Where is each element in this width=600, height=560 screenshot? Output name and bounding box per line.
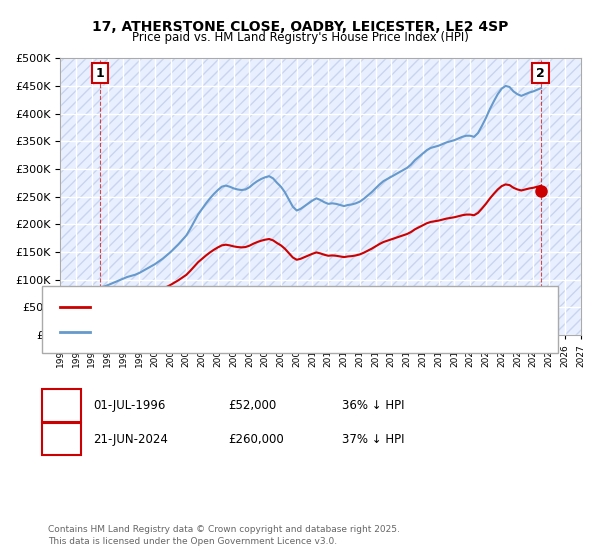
Text: £260,000: £260,000 xyxy=(228,432,284,446)
Text: £52,000: £52,000 xyxy=(228,399,276,412)
Text: 1: 1 xyxy=(58,399,66,412)
Text: 2: 2 xyxy=(536,67,545,80)
Text: 2: 2 xyxy=(58,432,66,446)
Text: Price paid vs. HM Land Registry's House Price Index (HPI): Price paid vs. HM Land Registry's House … xyxy=(131,31,469,44)
Text: 36% ↓ HPI: 36% ↓ HPI xyxy=(342,399,404,412)
Text: 21-JUN-2024: 21-JUN-2024 xyxy=(93,432,168,446)
Text: 1: 1 xyxy=(95,67,104,80)
Text: 17, ATHERSTONE CLOSE, OADBY, LEICESTER, LE2 4SP: 17, ATHERSTONE CLOSE, OADBY, LEICESTER, … xyxy=(92,20,508,34)
Text: Contains HM Land Registry data © Crown copyright and database right 2025.
This d: Contains HM Land Registry data © Crown c… xyxy=(48,525,400,546)
Text: 37% ↓ HPI: 37% ↓ HPI xyxy=(342,432,404,446)
Text: 01-JUL-1996: 01-JUL-1996 xyxy=(93,399,166,412)
Text: 17, ATHERSTONE CLOSE, OADBY, LEICESTER, LE2 4SP (detached house): 17, ATHERSTONE CLOSE, OADBY, LEICESTER, … xyxy=(96,302,470,312)
Text: HPI: Average price, detached house, Oadby and Wigston: HPI: Average price, detached house, Oadb… xyxy=(96,326,391,337)
